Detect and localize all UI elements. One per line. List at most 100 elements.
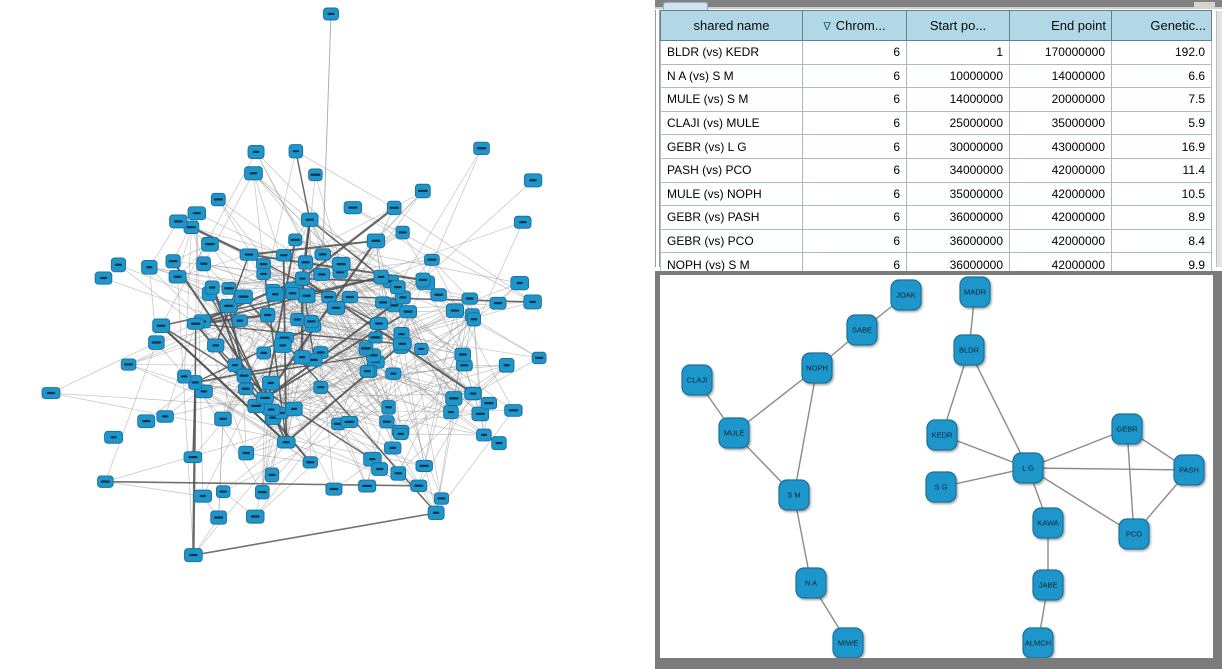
hairball-node[interactable] xyxy=(285,286,300,300)
hairball-node[interactable] xyxy=(491,436,507,451)
main-network-view[interactable] xyxy=(0,0,655,669)
hairball-node[interactable] xyxy=(323,7,339,21)
hairball-node[interactable] xyxy=(386,200,402,216)
hairball-node[interactable] xyxy=(177,369,192,384)
table-row[interactable]: MULE (vs) NOPH 6 35000000 42000000 10.5 xyxy=(660,181,1212,207)
subnetwork-node-n-a[interactable]: N A xyxy=(795,567,827,599)
hairball-node[interactable] xyxy=(261,403,281,416)
hairball-node[interactable] xyxy=(433,492,449,505)
subnetwork-node-almch[interactable]: ALMCH xyxy=(1022,627,1054,658)
hairball-node[interactable] xyxy=(510,275,530,291)
hairball-node[interactable] xyxy=(343,201,363,215)
hairball-node[interactable] xyxy=(358,479,377,493)
hairball-node[interactable] xyxy=(210,510,227,525)
hairball-node[interactable] xyxy=(531,351,547,365)
hairball-node[interactable] xyxy=(168,270,187,284)
hairball-network-svg[interactable] xyxy=(0,0,655,669)
subnetwork-edge[interactable] xyxy=(968,349,1029,469)
hairball-node[interactable] xyxy=(275,249,292,262)
hairball-node[interactable] xyxy=(359,365,376,378)
hairball-node[interactable] xyxy=(332,256,351,272)
hairball-node[interactable] xyxy=(504,404,523,417)
hairball-node[interactable] xyxy=(384,441,402,455)
hairball-node[interactable] xyxy=(321,290,337,304)
hairball-node[interactable] xyxy=(156,410,174,423)
hairball-node[interactable] xyxy=(94,271,113,285)
hairball-node[interactable] xyxy=(297,255,314,270)
hairball-node[interactable] xyxy=(137,414,156,429)
hairball-node[interactable] xyxy=(264,467,280,483)
hairball-node[interactable] xyxy=(443,405,459,420)
hairball-node[interactable] xyxy=(302,456,318,469)
hairball-node[interactable] xyxy=(148,335,165,350)
hairball-node[interactable] xyxy=(523,173,543,188)
subnetwork-node-kawa[interactable]: KAWA xyxy=(1032,507,1064,539)
hairball-node[interactable] xyxy=(186,317,205,330)
hairball-node[interactable] xyxy=(210,192,226,207)
hairball-node[interactable] xyxy=(256,258,271,271)
hairball-node[interactable] xyxy=(215,485,231,499)
hairball-node[interactable] xyxy=(415,459,433,473)
hairball-node[interactable] xyxy=(399,305,417,319)
col-header-end-point[interactable]: End point xyxy=(1009,10,1112,41)
col-header-start-position[interactable]: Start po... xyxy=(906,10,1010,41)
tab-fragment[interactable] xyxy=(663,2,708,10)
hairball-node[interactable] xyxy=(97,475,114,488)
hairball-node[interactable] xyxy=(276,436,296,449)
hairball-node[interactable] xyxy=(273,338,292,353)
subnetwork-node-sabe[interactable]: SABE xyxy=(846,314,878,346)
hairball-node[interactable] xyxy=(303,314,319,329)
hairball-node[interactable] xyxy=(414,183,431,199)
hairball-node[interactable] xyxy=(369,317,388,331)
table-row[interactable]: CLAJI (vs) MULE 6 25000000 35000000 5.9 xyxy=(660,110,1212,136)
hairball-node[interactable] xyxy=(393,427,409,441)
hairball-node[interactable] xyxy=(183,451,203,464)
subnetwork-svg[interactable]: JOAK MADR SABE NOPH BLDR CLAJI MULE KEDR GEBR L G… xyxy=(660,275,1213,658)
hairball-node[interactable] xyxy=(141,260,158,275)
subnetwork-node-madr[interactable]: MADR xyxy=(959,276,991,308)
hairball-node[interactable] xyxy=(523,294,542,310)
hairball-node[interactable] xyxy=(461,292,478,305)
subnetwork-node-pco[interactable]: PCO xyxy=(1118,518,1150,550)
table-row[interactable]: GEBR (vs) PASH 6 36000000 42000000 8.9 xyxy=(660,205,1212,230)
col-header-shared-name[interactable]: shared name xyxy=(660,10,803,41)
table-row[interactable]: MULE (vs) S M 6 14000000 20000000 7.5 xyxy=(660,87,1212,112)
hairball-node[interactable] xyxy=(454,347,471,362)
hairball-node[interactable] xyxy=(188,375,203,390)
subnetwork-node-kedr[interactable]: KEDR xyxy=(926,419,958,451)
hairball-node[interactable] xyxy=(498,358,515,373)
hairball-node[interactable] xyxy=(266,287,285,302)
hairball-node[interactable] xyxy=(187,206,207,221)
hairball-node[interactable] xyxy=(366,233,386,249)
hairball-node[interactable] xyxy=(290,312,305,327)
hairball-node[interactable] xyxy=(234,289,253,305)
hairball-node[interactable] xyxy=(373,269,389,285)
subnetwork-node-claji[interactable]: CLAJI xyxy=(681,364,713,396)
hairball-node[interactable] xyxy=(340,415,359,428)
hairball-node[interactable] xyxy=(231,314,248,327)
hairball-node[interactable] xyxy=(201,236,219,252)
col-header-genetic[interactable]: Genetic... xyxy=(1111,10,1212,41)
hairball-node[interactable] xyxy=(288,144,304,159)
hairball-node[interactable] xyxy=(256,391,274,405)
hairball-node[interactable] xyxy=(214,411,232,427)
hairball-node[interactable] xyxy=(379,415,395,429)
hairball-node[interactable] xyxy=(381,400,396,415)
hairball-node[interactable] xyxy=(473,141,490,156)
subnetwork-edge[interactable] xyxy=(1027,467,1135,535)
hairball-node[interactable] xyxy=(288,233,303,247)
filter-icon[interactable]: ∇ xyxy=(823,21,831,33)
hairball-node[interactable] xyxy=(244,166,263,181)
hairball-node[interactable] xyxy=(297,288,316,304)
subnetwork-node-miwe[interactable]: MIWE xyxy=(832,627,864,658)
subnetwork-edge[interactable] xyxy=(1126,428,1135,535)
hairball-node[interactable] xyxy=(471,406,490,422)
hairball-node[interactable] xyxy=(204,280,220,295)
hairball-node[interactable] xyxy=(325,482,343,496)
hairball-node[interactable] xyxy=(219,298,238,314)
subnetwork-edge[interactable] xyxy=(793,367,818,496)
hairball-node[interactable] xyxy=(184,548,203,563)
hairball-node[interactable] xyxy=(389,280,406,295)
hairball-node[interactable] xyxy=(445,303,465,318)
hairball-node[interactable] xyxy=(104,430,124,444)
